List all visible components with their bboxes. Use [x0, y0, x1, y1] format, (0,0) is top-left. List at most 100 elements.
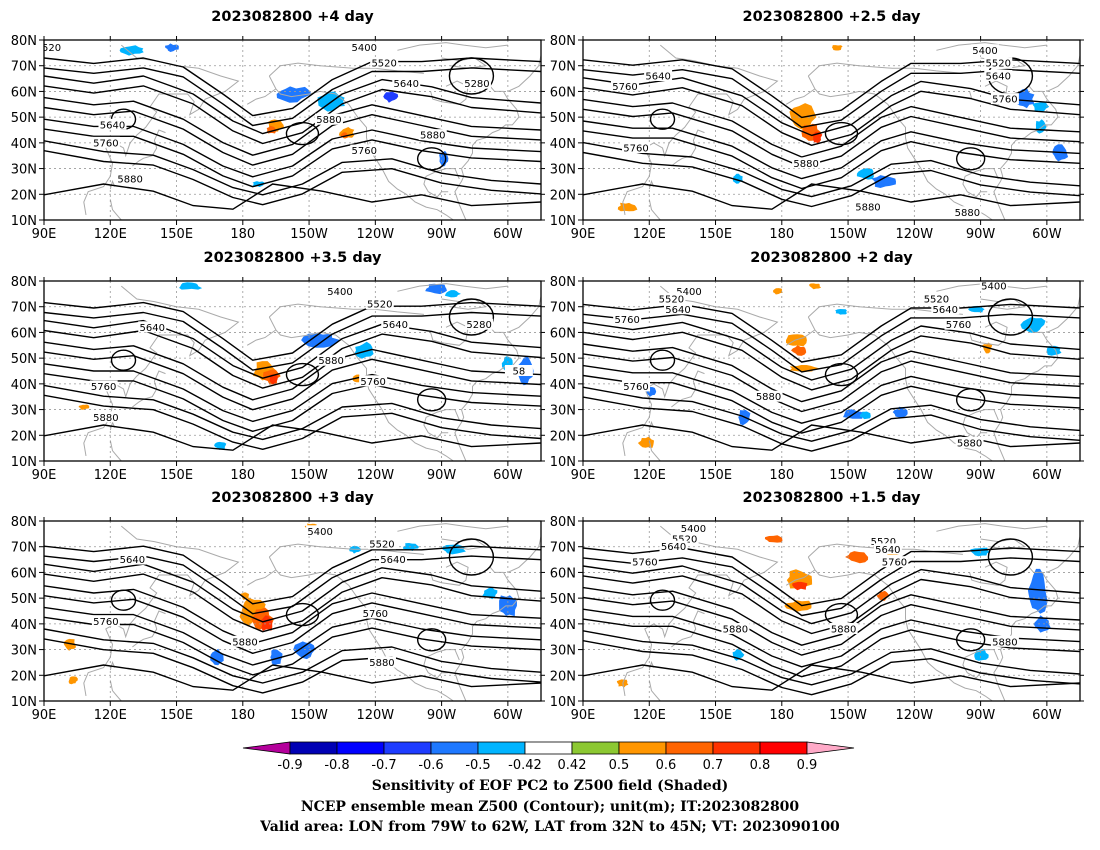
contour-label-bg — [367, 538, 396, 550]
coastline — [785, 329, 816, 346]
contour-label: 5640 — [986, 72, 1011, 83]
height-contour — [583, 183, 1080, 210]
height-contour — [44, 128, 541, 188]
contour-label-bg — [659, 540, 688, 552]
contour-label-bg — [367, 656, 396, 668]
height-contour — [583, 321, 1080, 381]
contour-label: 5880 — [318, 356, 343, 367]
caption-line-1: Sensitivity of EOF PC2 to Z500 field (Sh… — [371, 778, 729, 794]
closed-contour — [649, 589, 676, 611]
contour-label: 5640 — [120, 555, 145, 566]
closed-contour — [110, 349, 137, 371]
colorbar-swatch — [618, 741, 667, 755]
closed-contour — [987, 538, 1034, 576]
closed-contour — [955, 628, 986, 652]
lat-tick-label: 60N — [11, 326, 37, 341]
contour-label-bg — [365, 298, 394, 310]
closed-contour — [955, 147, 986, 171]
height-contour — [583, 596, 1080, 656]
contour-label-bg — [350, 41, 379, 53]
height-contour — [583, 374, 1080, 434]
lat-tick-label: 80N — [11, 34, 37, 49]
height-contour — [44, 573, 541, 633]
contour-label-bg — [979, 281, 1008, 292]
map-area: 5520 5400 5520 5640 5280 5640 5760 5880 5880 5760… — [44, 40, 541, 220]
sensitivity-shade — [871, 175, 896, 188]
height-contour — [583, 313, 1080, 373]
map-area: 5400 5520 5640 5640 5760 5760 5880 5880 — [44, 521, 541, 701]
height-contour — [583, 87, 1080, 146]
contour-label: 5880 — [957, 439, 982, 450]
height-contour — [44, 424, 541, 451]
sensitivity-shade — [869, 697, 909, 701]
contour-label-bg — [314, 113, 343, 125]
height-contour — [44, 96, 541, 156]
height-contour — [583, 108, 1080, 168]
lon-tick-label: 180 — [230, 708, 255, 723]
contour-label-bg — [644, 70, 673, 81]
height-contour — [583, 303, 1080, 363]
coastline — [132, 370, 166, 408]
height-contour — [583, 664, 1080, 691]
contour-label-bg — [869, 535, 898, 547]
contour-label-bg — [418, 129, 447, 141]
coastline — [807, 62, 963, 77]
coastline — [268, 556, 455, 701]
height-contour — [583, 98, 1080, 158]
lon-tick-label: 120W — [356, 227, 394, 242]
caption-line-2: NCEP ensemble mean Z500 (Contour); unit(… — [300, 799, 800, 815]
lat-tick-label: 40N — [11, 618, 37, 633]
coastline — [454, 80, 520, 220]
lon-tick-label: 150E — [699, 708, 732, 723]
lat-tick-label: 50N — [11, 592, 37, 607]
contour-label: 5520 — [871, 537, 896, 548]
contour-label-bg — [610, 80, 639, 92]
contour-label: 5640 — [665, 305, 690, 316]
closed-contour — [824, 121, 859, 146]
lat-tick-label: 70N — [11, 541, 37, 556]
contour-label-bg — [91, 411, 120, 423]
coastline — [962, 409, 999, 439]
coastline — [507, 536, 541, 573]
lat-tick-label: 60N — [550, 326, 576, 341]
sensitivity-shade — [1032, 101, 1050, 113]
height-contour — [583, 77, 1080, 137]
contour-label: 5280 — [466, 320, 491, 331]
sensitivity-shade — [859, 411, 871, 420]
lat-tick-label: 50N — [11, 111, 37, 126]
contour-label: 5640 — [933, 305, 958, 316]
lon-tick-label: 150W — [829, 227, 867, 242]
height-contour — [583, 141, 1080, 198]
height-contour — [44, 150, 541, 206]
coastline — [962, 168, 999, 198]
colorbar-low-extend — [242, 741, 291, 755]
contour-label: 5640 — [380, 555, 405, 566]
contour-label: 5400 — [981, 282, 1006, 293]
lon-tick-label: 90E — [32, 708, 57, 723]
coastline — [397, 42, 508, 51]
lat-tick-label: 30N — [11, 404, 37, 419]
contour-label: 5880 — [369, 658, 394, 669]
height-contour — [44, 373, 541, 432]
sensitivity-shade — [444, 290, 461, 298]
lon-tick-label: 90W — [966, 468, 996, 483]
lat-tick-label: 50N — [550, 111, 576, 126]
contour-label: 5880 — [756, 392, 781, 403]
panel-title: 2023082800 +1.5 day — [743, 490, 922, 506]
colorbar-swatch — [712, 741, 761, 755]
colorbar-label: 0.5 — [609, 758, 630, 773]
lon-tick-label: 150W — [829, 468, 867, 483]
height-contour — [583, 386, 1080, 442]
contour-label: 5760 — [882, 558, 907, 569]
contour-label: 5640 — [100, 120, 125, 131]
contour-label-bg — [944, 318, 973, 330]
colorbar-label: 0.8 — [750, 758, 771, 773]
lon-tick-label: 60W — [493, 227, 523, 242]
lat-tick-label: 40N — [550, 378, 576, 393]
height-contour — [44, 106, 541, 166]
contour-label: 5880 — [855, 203, 880, 214]
sensitivity-shade — [791, 345, 807, 356]
caption-line-3: Valid area: LON from 79W to 62W, LAT fro… — [260, 819, 840, 835]
sensitivity-shade — [779, 217, 821, 220]
contour-label-bg — [462, 77, 491, 89]
